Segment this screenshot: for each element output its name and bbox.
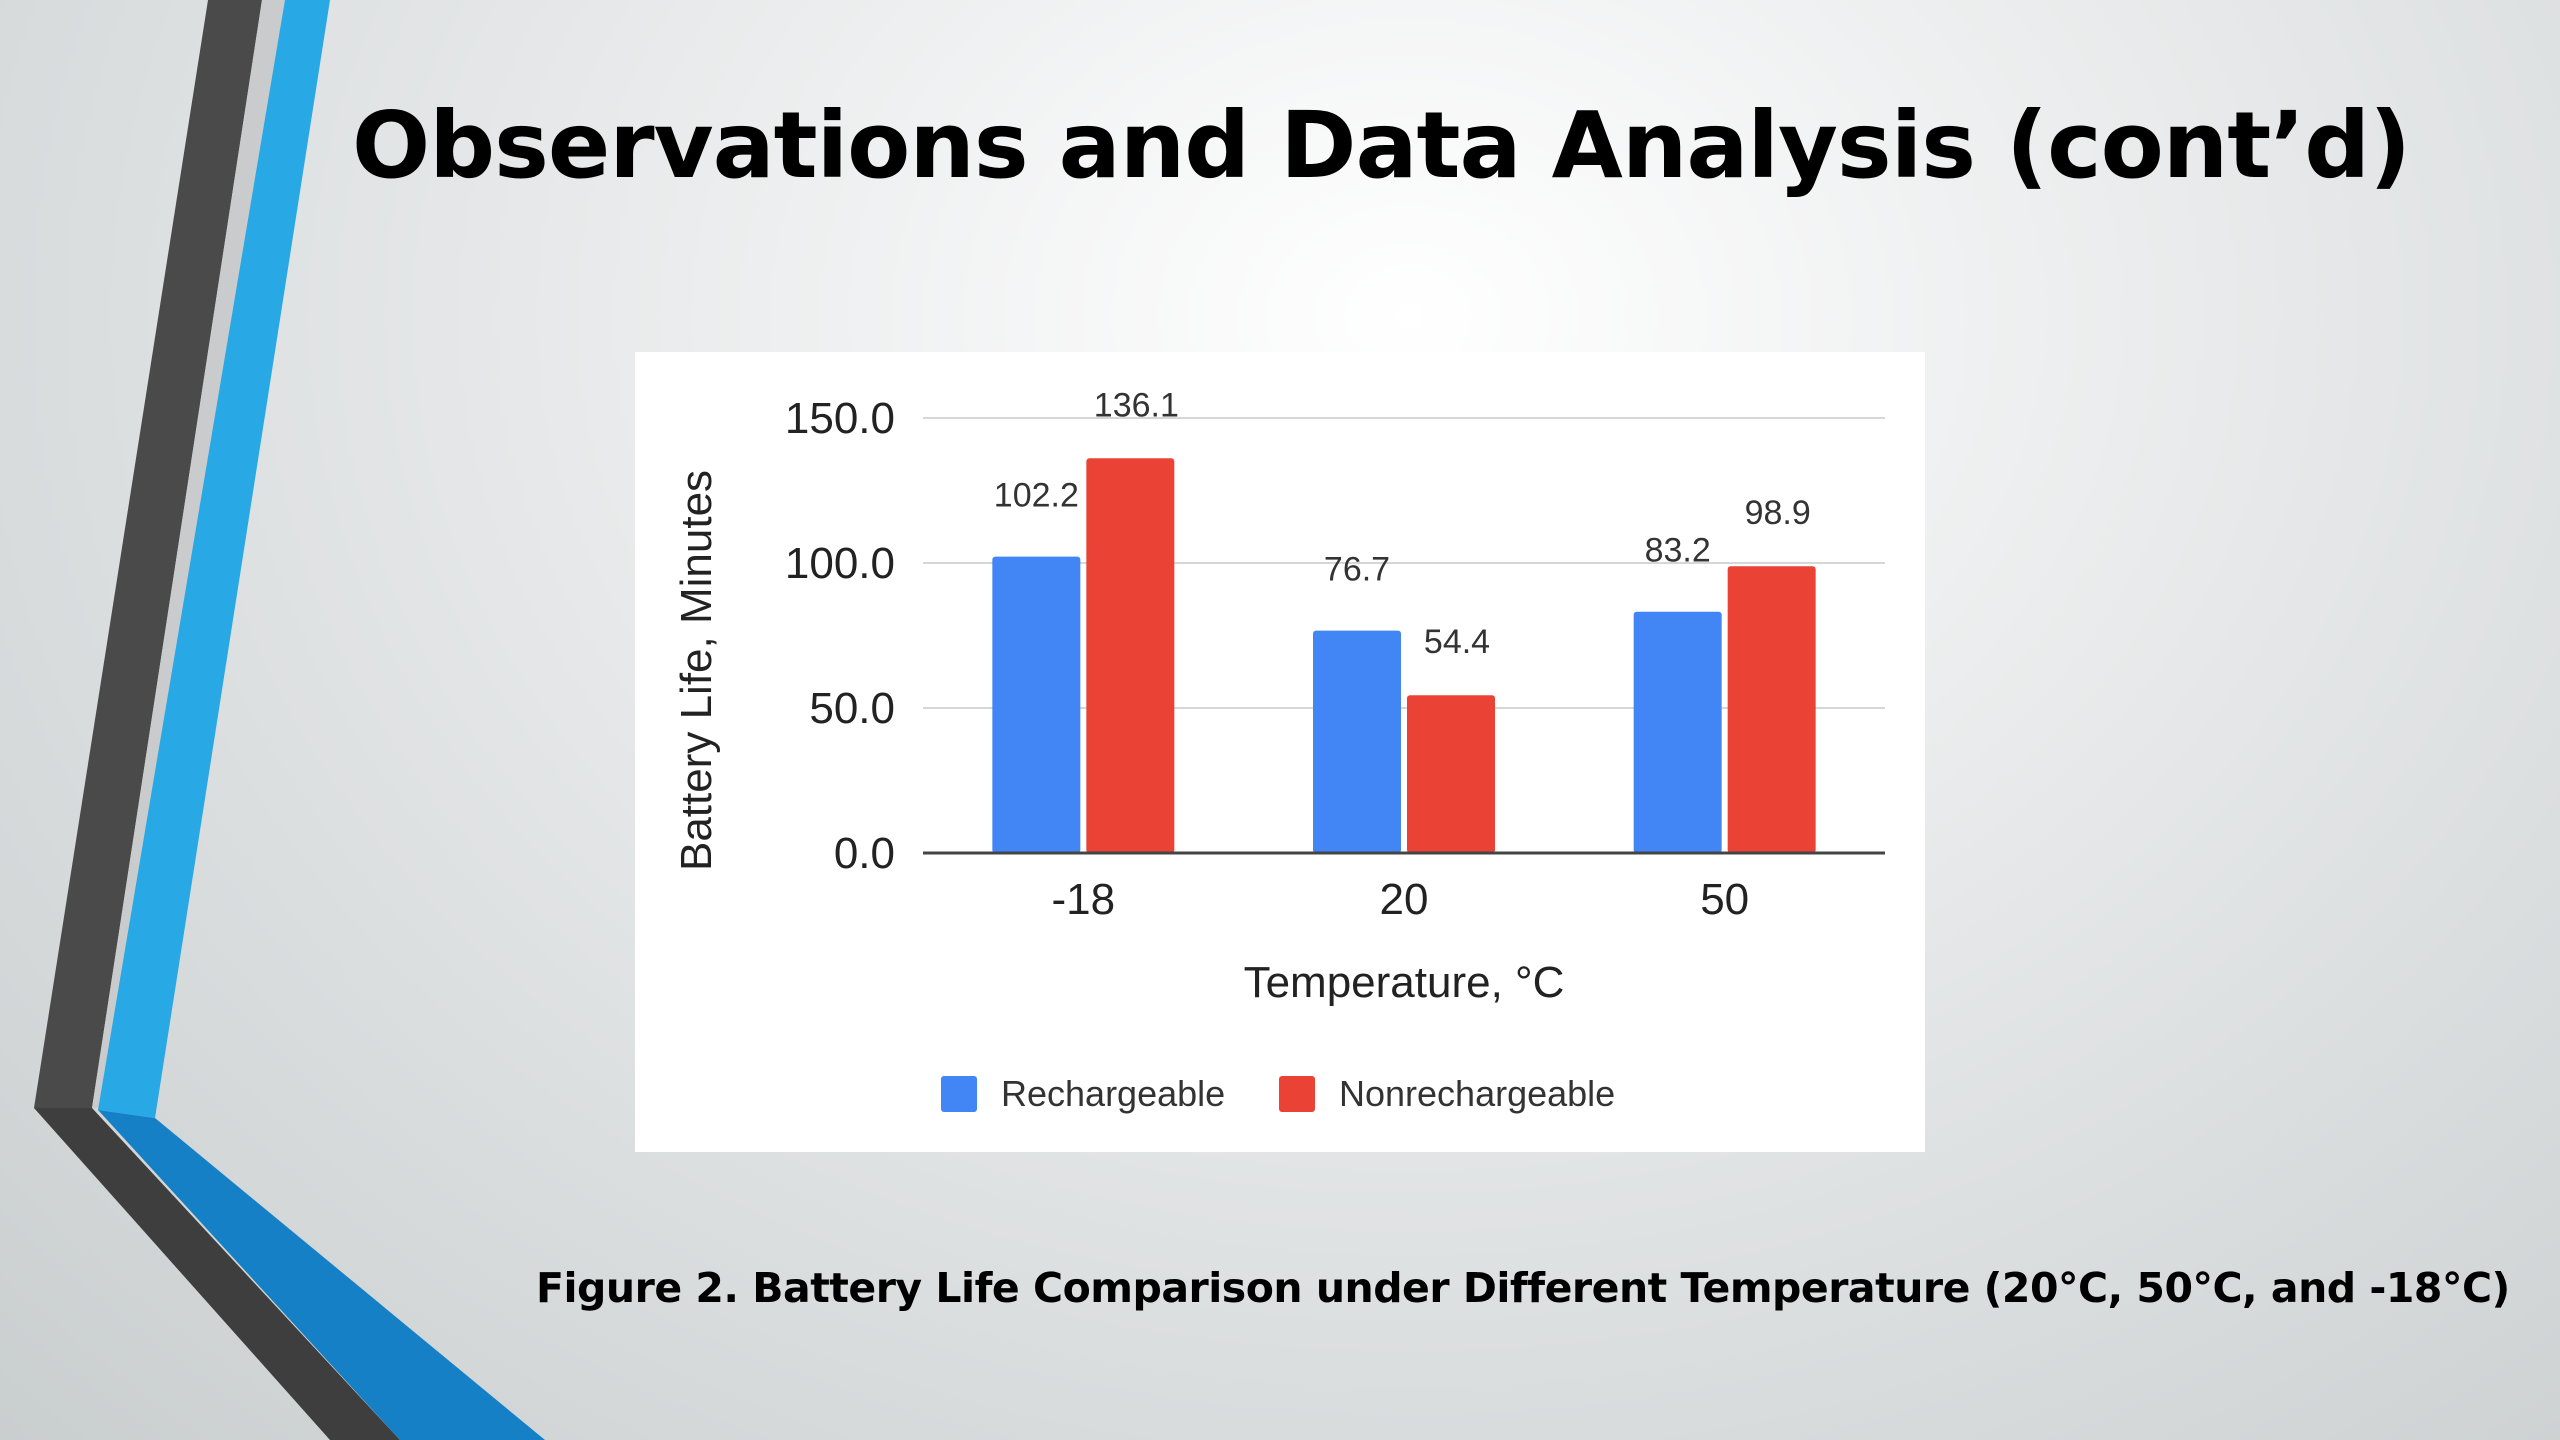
data-label: 83.2 <box>1645 532 1711 570</box>
bars <box>992 458 1816 853</box>
data-label: 136.1 <box>1094 386 1179 424</box>
deco-blue-stripe <box>98 0 330 1118</box>
slide-title: Observations and Data Analysis (cont’d) <box>352 92 2411 199</box>
data-label: 54.4 <box>1424 623 1490 661</box>
bar-rechargeable-20 <box>1313 630 1401 853</box>
bar-nonrechargeable--18 <box>1086 458 1175 853</box>
legend-swatch-nonrechargeable <box>1279 1076 1315 1112</box>
y-tick-label: 100.0 <box>785 539 895 588</box>
deco-light-stripe <box>92 0 285 1108</box>
y-tick-label: 50.0 <box>809 684 895 733</box>
gridlines <box>923 417 1885 709</box>
data-label: 98.9 <box>1745 494 1811 532</box>
deco-blue-bottom <box>98 1110 545 1440</box>
y-axis-title: Battery Life, Minutes <box>672 470 721 871</box>
data-label: 76.7 <box>1324 551 1390 589</box>
y-tick-label: 0.0 <box>834 829 895 878</box>
bar-chart: 102.2 136.1 76.7 54.4 83.2 98.9 0.0 50.0 100.0 1… <box>672 386 1885 1114</box>
x-tick-label: 50 <box>1700 875 1749 924</box>
bar-nonrechargeable-20 <box>1407 695 1495 853</box>
x-axis-title: Temperature, °C <box>1244 958 1565 1007</box>
data-label: 102.2 <box>994 477 1079 515</box>
deco-dark-stripe <box>34 0 262 1108</box>
figure-caption: Figure 2. Battery Life Comparison under … <box>536 1264 2510 1312</box>
data-labels: 102.2 136.1 76.7 54.4 83.2 98.9 <box>994 386 1811 661</box>
legend-label: Rechargeable <box>1001 1073 1225 1114</box>
x-tick-label: 20 <box>1380 875 1429 924</box>
bar-rechargeable--18 <box>992 556 1081 853</box>
x-tick-label: -18 <box>1052 875 1116 924</box>
chart-card: 102.2 136.1 76.7 54.4 83.2 98.9 0.0 50.0 100.0 1… <box>635 352 1925 1152</box>
y-tick-label: 150.0 <box>785 394 895 443</box>
legend-label: Nonrechargeable <box>1339 1073 1615 1114</box>
deco-dark-bottom <box>34 1108 400 1440</box>
tick-labels: 0.0 50.0 100.0 150.0 -18 20 50 <box>785 394 1749 924</box>
bar-nonrechargeable-50 <box>1727 566 1816 853</box>
bar-rechargeable-50 <box>1633 611 1722 853</box>
legend-swatch-rechargeable <box>941 1076 977 1112</box>
legend: Rechargeable Nonrechargeable <box>941 1073 1615 1114</box>
